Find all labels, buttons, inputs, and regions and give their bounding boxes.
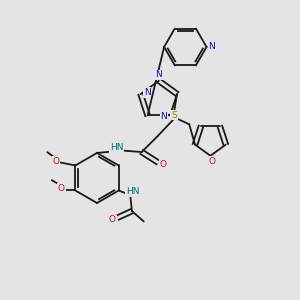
Text: N: N bbox=[155, 70, 162, 80]
Text: O: O bbox=[109, 215, 116, 224]
Text: HN: HN bbox=[126, 187, 139, 196]
Text: O: O bbox=[58, 184, 65, 193]
Text: N: N bbox=[208, 42, 215, 51]
Text: S: S bbox=[171, 111, 177, 120]
Text: N: N bbox=[160, 112, 167, 122]
Text: N: N bbox=[144, 88, 151, 97]
Text: HN: HN bbox=[110, 143, 123, 152]
Text: O: O bbox=[53, 157, 60, 166]
Text: O: O bbox=[160, 160, 167, 169]
Text: O: O bbox=[208, 157, 215, 166]
